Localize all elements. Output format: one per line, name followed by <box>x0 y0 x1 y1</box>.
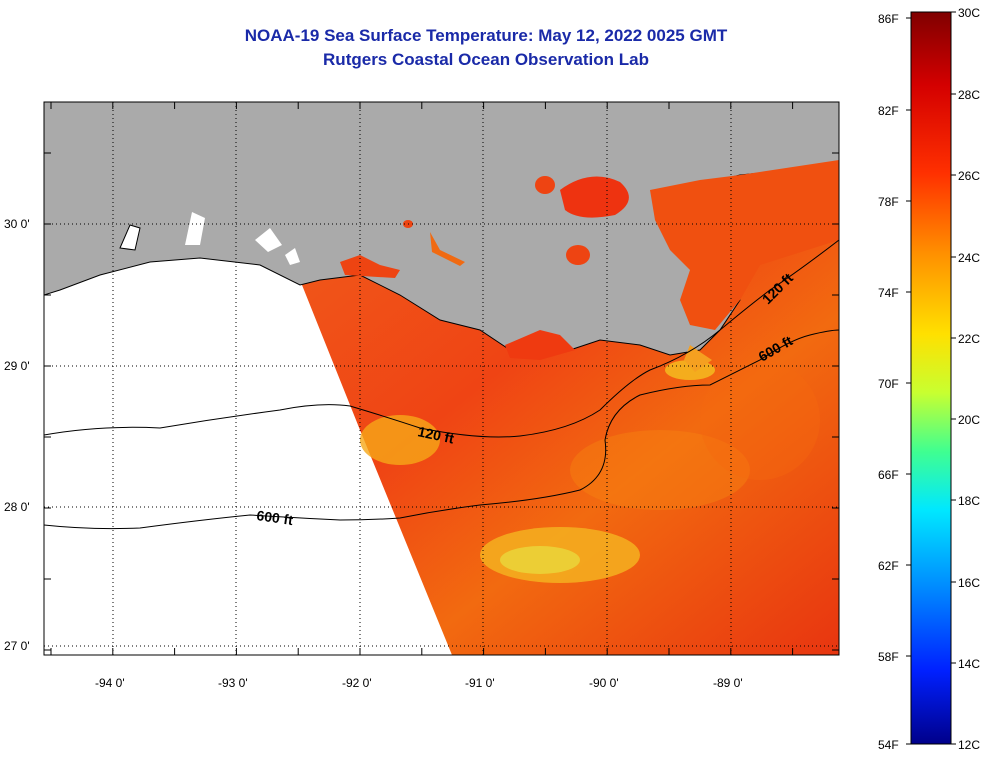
colorbar-c-label: 14C <box>958 657 980 671</box>
colorbar-f-label: 54F <box>878 738 899 752</box>
colorbar-f-label: 86F <box>878 12 899 26</box>
colorbar-f-label: 82F <box>878 104 899 118</box>
delta-water <box>684 345 712 372</box>
map-subtitle: Rutgers Coastal Ocean Observation Lab <box>323 50 649 69</box>
marsh-water <box>650 160 839 330</box>
lat-label: 28 0' <box>4 500 30 514</box>
inland-water <box>560 176 629 218</box>
colorbar-f-label: 74F <box>878 286 899 300</box>
contour-120ft <box>44 239 839 438</box>
lon-label: -90 0' <box>589 676 619 690</box>
inland-water <box>535 176 555 194</box>
axis-ticks <box>44 102 839 655</box>
delta-water <box>505 330 575 360</box>
contour-600ft <box>44 329 839 530</box>
map-title: NOAA-19 Sea Surface Temperature: May 12,… <box>244 26 728 45</box>
lake <box>255 228 282 252</box>
colorbar-f-label: 58F <box>878 650 899 664</box>
inland-water <box>340 255 400 278</box>
colorbar-f-label: 78F <box>878 195 899 209</box>
colorbar-c-label: 24C <box>958 251 980 265</box>
colorbar-ticks <box>906 11 956 745</box>
lake <box>119 224 141 251</box>
colorbar <box>910 11 952 745</box>
colorbar-f-label: 62F <box>878 559 899 573</box>
lon-label: -93 0' <box>218 676 248 690</box>
colorbar-c-label: 12C <box>958 738 980 752</box>
colorbar-f-label: 66F <box>878 468 899 482</box>
colorbar-f-label: 70F <box>878 377 899 391</box>
lat-label: 29 0' <box>4 359 30 373</box>
lon-label: -94 0' <box>95 676 125 690</box>
sst-yellow-patch <box>500 546 580 574</box>
contour-label-600ft: 600 ft <box>256 507 295 528</box>
sst-orange-band <box>700 360 820 480</box>
contour-label-120ft: 120 ft <box>416 423 455 446</box>
colorbar-c-label: 26C <box>958 169 980 183</box>
colorbar-c-label: 30C <box>958 6 980 20</box>
lat-label: 30 0' <box>4 217 30 231</box>
colorbar-c-label: 16C <box>958 576 980 590</box>
colorbar-c-label: 20C <box>958 413 980 427</box>
lon-label: -91 0' <box>465 676 495 690</box>
lon-label: -89 0' <box>713 676 743 690</box>
lake <box>185 212 205 245</box>
lat-gridlines <box>44 223 839 647</box>
inland-water <box>566 245 590 265</box>
colorbar-c-label: 28C <box>958 88 980 102</box>
inland-water <box>430 232 465 266</box>
sst-orange-band <box>570 430 750 510</box>
colorbar-c-label: 18C <box>958 494 980 508</box>
lon-label: -92 0' <box>342 676 372 690</box>
lat-label: 27 0' <box>4 639 30 653</box>
map-frame <box>43 101 840 656</box>
colorbar-c-label: 22C <box>958 332 980 346</box>
lake <box>285 248 300 265</box>
lon-gridlines <box>112 102 732 655</box>
